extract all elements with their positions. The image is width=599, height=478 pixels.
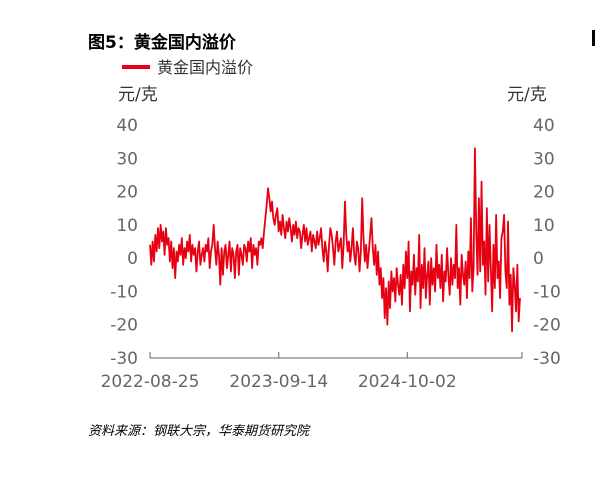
premium-series-line	[149, 147, 521, 333]
y-tick-label-right: 30	[533, 149, 555, 169]
x-tick-label: 2022-08-25	[101, 372, 200, 392]
source-note: 资料来源：钢联大宗，华泰期货研究院	[88, 424, 310, 439]
page-title: 图5：黄金国内溢价	[88, 33, 236, 53]
y-tick-label-left: 0	[127, 249, 138, 269]
y-tick-label-left: -10	[110, 282, 138, 302]
legend-label: 黄金国内溢价	[157, 58, 253, 77]
y-tick-label-right: 20	[533, 183, 555, 203]
y-tick-label-right: 40	[533, 116, 555, 136]
y-tick-label-left: -20	[110, 316, 138, 336]
y-ticks-right: 40 30 20 10 0 -10 -20 -30	[533, 116, 561, 369]
y-tick-label-left: 40	[116, 116, 138, 136]
legend: 黄金国内溢价	[122, 58, 253, 77]
y-axis-unit-right: 元/克	[507, 85, 547, 105]
y-tick-label-left: -30	[110, 349, 138, 369]
y-axis-unit-left: 元/克	[118, 85, 158, 105]
y-tick-label-right: -20	[533, 316, 561, 336]
x-tick-label: 2023-09-14	[229, 372, 328, 392]
y-tick-label-right: 10	[533, 216, 555, 236]
y-tick-label-right: -30	[533, 349, 561, 369]
y-tick-label-right: -10	[533, 282, 561, 302]
y-tick-label-left: 10	[116, 216, 138, 236]
y-tick-label-right: 0	[533, 249, 544, 269]
x-tick-label: 2024-10-02	[358, 372, 457, 392]
adjacent-panel-edge	[592, 30, 595, 46]
y-tick-label-left: 20	[116, 183, 138, 203]
y-tick-label-left: 30	[116, 149, 138, 169]
y-ticks-left: 40 30 20 10 0 -10 -20 -30	[110, 116, 138, 369]
x-ticks: 2022-08-25 2023-09-14 2024-10-02	[101, 352, 523, 392]
